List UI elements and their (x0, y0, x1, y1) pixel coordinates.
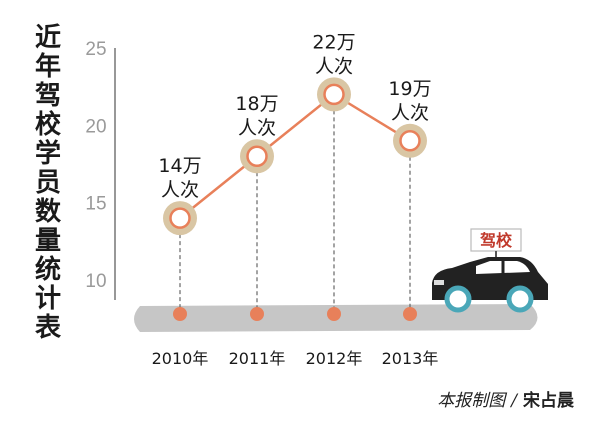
car-sign-text: 驾校 (479, 231, 513, 250)
x-tick-label: 2012年 (306, 349, 363, 368)
credit-separator: / (511, 391, 517, 411)
credit-author: 宋占晨 (523, 391, 574, 411)
credit-line: 本报制图 / 宋占晨 (437, 386, 574, 411)
x-tick-label: 2013年 (382, 349, 439, 368)
road-dot (403, 307, 417, 321)
data-label-value: 14万 (158, 155, 201, 177)
data-label-unit: 人次 (161, 179, 199, 201)
data-label-value: 22万 (312, 31, 355, 53)
car-headlight (434, 280, 444, 285)
data-label-unit: 人次 (391, 102, 429, 124)
x-tick-labels: 2010年 2011年 2012年 2013年 (152, 349, 439, 368)
drop-lines (179, 110, 411, 314)
data-point (169, 207, 191, 229)
car-wheel-rear (506, 285, 534, 313)
data-label-value: 18万 (235, 93, 278, 115)
road-dot (173, 307, 187, 321)
x-tick-label: 2011年 (229, 349, 286, 368)
y-tick-label: 15 (85, 194, 106, 215)
chart-title: 近年驾校学员数量统计表 (34, 23, 61, 343)
road-dot (250, 307, 264, 321)
data-point (246, 145, 268, 167)
x-tick-label: 2010年 (152, 349, 209, 368)
road-dot (327, 307, 341, 321)
road-dots (173, 307, 417, 321)
series-line (179, 92, 411, 220)
data-point (323, 83, 345, 106)
data-label-unit: 人次 (238, 117, 276, 139)
y-tick-labels: 10 15 20 25 (85, 39, 106, 292)
data-points (163, 77, 427, 236)
data-point (399, 130, 421, 152)
y-tick-label: 20 (85, 116, 106, 137)
car-wheel-front (444, 285, 472, 313)
car-illustration: 驾校 (432, 228, 548, 313)
y-tick-label: 25 (85, 39, 106, 60)
data-label-value: 19万 (388, 78, 431, 100)
credit-label: 本报制图 (437, 391, 506, 411)
data-label-unit: 人次 (315, 55, 353, 77)
y-tick-label: 10 (85, 271, 106, 292)
